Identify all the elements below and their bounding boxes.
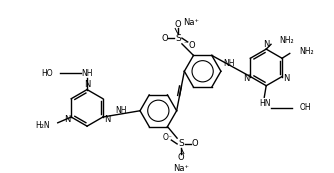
Text: Na⁺: Na⁺: [173, 165, 189, 173]
Text: N: N: [64, 115, 70, 124]
Text: ⁻: ⁻: [184, 41, 188, 47]
Text: HO: HO: [41, 69, 52, 78]
Text: O: O: [161, 34, 168, 43]
Text: S: S: [175, 34, 181, 43]
Text: N: N: [84, 80, 90, 89]
Text: HN: HN: [260, 99, 271, 108]
Text: S: S: [178, 139, 184, 148]
Text: O: O: [188, 41, 195, 50]
Text: N: N: [283, 74, 289, 83]
Text: Na⁺: Na⁺: [184, 18, 199, 27]
Text: NH: NH: [116, 106, 127, 115]
Text: N: N: [243, 74, 249, 83]
Text: H₂N: H₂N: [35, 121, 50, 130]
Text: NH₂: NH₂: [299, 47, 314, 56]
Text: O⁻: O⁻: [163, 133, 172, 142]
Text: OH: OH: [300, 103, 312, 112]
Text: O: O: [191, 139, 198, 148]
Text: NH: NH: [81, 69, 93, 78]
Text: NH₂: NH₂: [280, 36, 294, 45]
Text: N: N: [263, 40, 270, 49]
Text: NH: NH: [223, 59, 235, 68]
Text: O: O: [175, 20, 181, 29]
Text: N: N: [104, 115, 110, 124]
Text: O: O: [178, 153, 184, 162]
